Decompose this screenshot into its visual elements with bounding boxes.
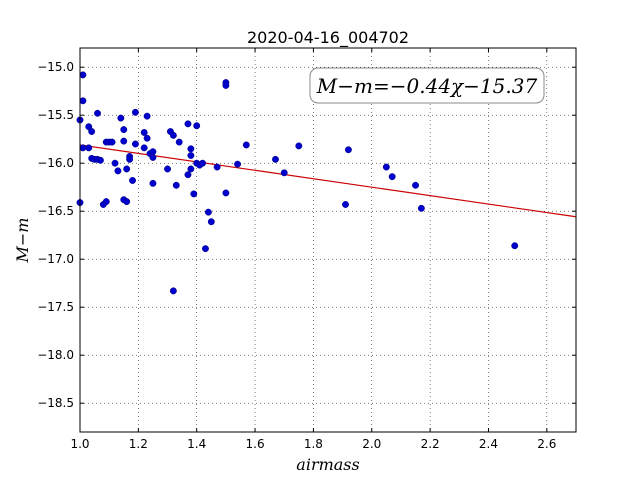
data-points <box>76 71 519 295</box>
data-point <box>79 71 87 79</box>
y-tick-label: −16.5 <box>37 204 74 218</box>
data-point <box>172 181 180 189</box>
data-point <box>207 218 215 226</box>
data-point <box>184 120 192 128</box>
data-point <box>222 189 230 197</box>
data-point <box>187 145 195 153</box>
data-point <box>94 109 101 117</box>
data-point <box>140 129 148 136</box>
x-tick-labels: 1.0 1.2 1.4 1.6 1.8 2.0 2.2 2.4 2.6 <box>70 437 556 451</box>
data-point <box>280 169 288 177</box>
y-tick-labels: −15.0 −15.5 −16.0 −16.5 −17.0 −17.5 −18.0 −18.5 <box>37 60 74 410</box>
data-point <box>123 198 131 206</box>
x-tick-label: 2.6 <box>537 437 556 451</box>
data-point <box>388 173 396 181</box>
fit-line-group <box>79 144 577 218</box>
data-point <box>234 160 242 168</box>
y-tick-label: −18.0 <box>37 348 74 362</box>
data-point <box>131 140 139 148</box>
y-tick-label: −17.5 <box>37 300 74 314</box>
y-tick-label: −15.5 <box>37 108 74 122</box>
data-point <box>382 163 390 171</box>
data-point <box>193 122 201 130</box>
data-point <box>102 198 110 206</box>
data-point <box>169 131 177 139</box>
plot-frame <box>79 47 577 433</box>
data-point <box>123 165 131 173</box>
data-point <box>175 138 183 146</box>
data-point <box>222 81 230 89</box>
data-point <box>199 159 206 167</box>
data-point <box>149 148 157 156</box>
data-point <box>342 201 349 208</box>
data-point <box>164 165 171 173</box>
data-point <box>202 245 209 253</box>
data-point <box>140 144 148 152</box>
data-point <box>117 114 125 122</box>
data-point <box>79 144 87 152</box>
fit-equation-annotation: M−m=−0.44χ−15.37 <box>309 67 545 104</box>
data-point <box>143 112 151 120</box>
x-tick-label: 1.6 <box>246 437 265 451</box>
y-tick-label: −17.0 <box>37 252 74 266</box>
data-point <box>114 167 122 175</box>
data-point <box>131 108 139 116</box>
data-point <box>272 155 279 163</box>
data-point <box>169 287 177 295</box>
data-point <box>187 165 195 173</box>
data-point <box>96 156 104 164</box>
data-point <box>120 126 128 134</box>
data-point <box>417 204 425 212</box>
data-point <box>149 179 157 187</box>
fit-line <box>79 144 577 218</box>
data-point <box>120 137 128 145</box>
data-point <box>344 146 352 154</box>
y-tick-label: −16.0 <box>37 156 74 170</box>
x-tick-label: 1.8 <box>304 437 323 451</box>
data-point <box>511 242 519 250</box>
x-tick-label: 2.2 <box>421 437 440 451</box>
data-point <box>204 208 212 216</box>
data-point <box>143 134 151 142</box>
data-point <box>184 171 192 179</box>
data-point <box>190 190 198 198</box>
data-point <box>79 97 87 105</box>
data-point <box>213 163 221 171</box>
y-tick-label: −18.5 <box>37 396 74 410</box>
data-point <box>88 128 96 135</box>
data-point <box>111 159 119 167</box>
x-tick-label: 1.2 <box>129 437 148 451</box>
x-axis-label: airmass <box>296 455 359 474</box>
data-point <box>187 152 195 159</box>
data-point <box>85 144 93 152</box>
chart-title: 2020-04-16_004702 <box>247 28 409 48</box>
y-tick-label: −15.0 <box>37 60 74 74</box>
axis-ticks <box>79 48 576 432</box>
data-point <box>242 141 250 149</box>
annotation-text: M−m=−0.44χ−15.37 <box>316 74 538 98</box>
data-point <box>108 138 116 146</box>
data-point <box>412 181 419 189</box>
x-tick-label: 1.4 <box>187 437 206 451</box>
annotation-box <box>309 67 545 104</box>
data-point <box>129 177 136 184</box>
x-tick-label: 1.0 <box>70 437 89 451</box>
y-axis-label: M−m <box>13 218 32 264</box>
x-tick-label: 2.0 <box>362 437 381 451</box>
grid <box>79 48 576 432</box>
plot-background <box>80 48 576 432</box>
data-point <box>126 155 134 163</box>
data-point <box>295 142 303 150</box>
data-point <box>149 153 157 161</box>
x-tick-label: 2.4 <box>479 437 498 451</box>
